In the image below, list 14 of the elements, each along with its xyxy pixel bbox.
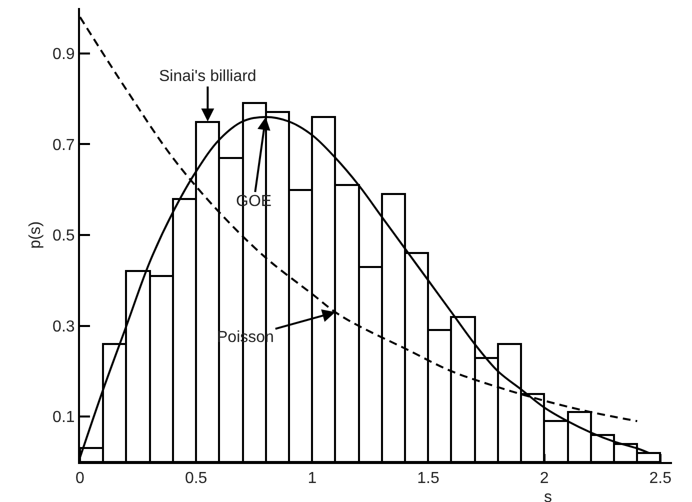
x-axis-title: s	[544, 489, 552, 502]
x-tick-label: 0	[76, 470, 85, 488]
y-axis-title: p(s)	[26, 221, 44, 249]
x-tick-label: 1	[308, 470, 317, 488]
x-tick-label: 1.5	[417, 470, 440, 488]
y-tick-label: 0.3	[52, 318, 75, 336]
x-tick-label: 0.5	[184, 470, 208, 488]
y-tick-label: 0.5	[52, 228, 75, 245]
x-tick-label: 2.5	[649, 470, 672, 488]
annotation: Sinai's billiard	[159, 68, 256, 85]
y-tick-label: 0.7	[52, 136, 75, 154]
x-tick-label: 2	[540, 470, 549, 488]
y-tick-label: 0.1	[52, 409, 75, 426]
y-tick-label: 0.9	[52, 46, 75, 63]
